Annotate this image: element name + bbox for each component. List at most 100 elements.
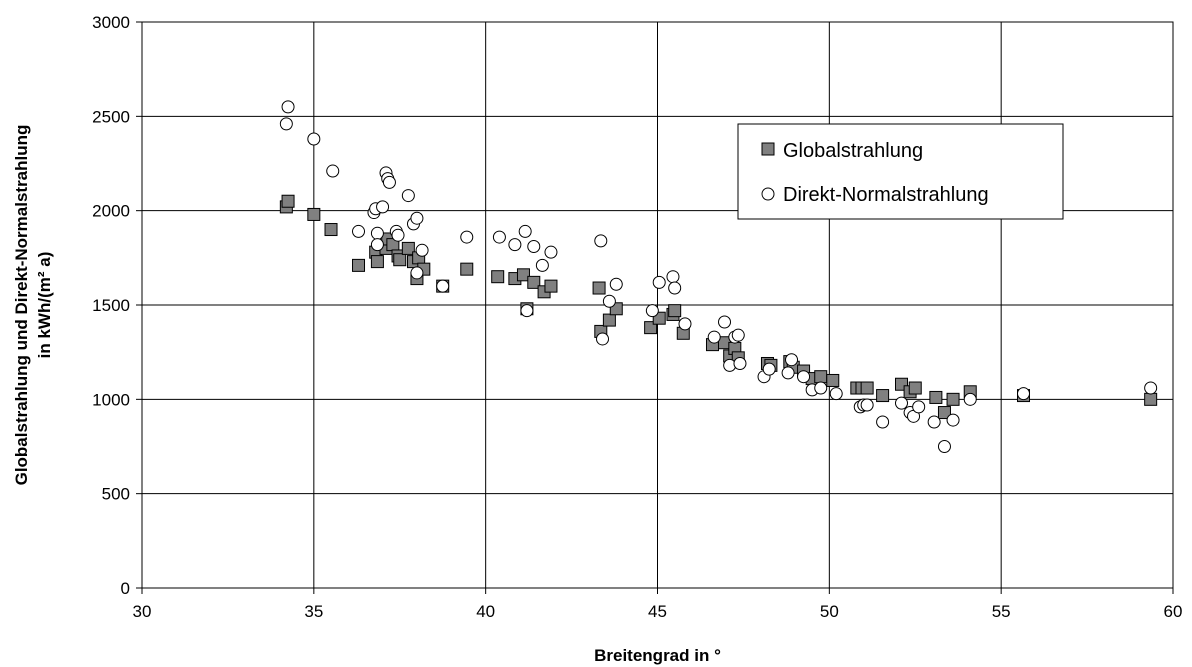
direkt-normalstrahlung-point xyxy=(518,224,532,238)
direkt-normalstrahlung-point xyxy=(652,275,666,289)
direkt-normalstrahlung-point xyxy=(937,440,951,453)
direkt-normalstrahlung-point xyxy=(912,400,926,414)
y-axis-title-line-1: Globalstrahlung und Direkt-Normalstrahlu… xyxy=(12,125,31,486)
globalstrahlung-point xyxy=(544,279,558,293)
globalstrahlung-point xyxy=(352,258,366,272)
y-tick-label: 1500 xyxy=(92,296,130,315)
globalstrahlung-point xyxy=(393,253,407,267)
direkt-normalstrahlung-point xyxy=(1017,387,1031,401)
globalstrahlung-point xyxy=(401,241,415,255)
y-axis-title: Globalstrahlung und Direkt-Normalstrahlu… xyxy=(12,125,54,486)
axis-ticks: 30 35 40 45 50 55 60 0 500 1000 1500 2000 2500 3000 xyxy=(92,13,1182,621)
globalstrahlung-point xyxy=(324,223,338,237)
direkt-normalstrahlung-point xyxy=(645,304,659,318)
direkt-normalstrahlung-point xyxy=(785,353,799,367)
direkt-normalstrahlung-point xyxy=(508,238,522,252)
direkt-normalstrahlung-point xyxy=(376,200,390,214)
direkt-normalstrahlung-point xyxy=(797,370,811,384)
direkt-normalstrahlung-point xyxy=(436,279,450,293)
globalstrahlung-point xyxy=(307,207,321,221)
direkt-normalstrahlung-point xyxy=(410,266,424,280)
direkt-normalstrahlung-point xyxy=(527,240,541,254)
direkt-normalstrahlung-point xyxy=(609,277,623,291)
direkt-normalstrahlung-point xyxy=(718,315,732,329)
direkt-normalstrahlung-point xyxy=(895,396,909,410)
direkt-normalstrahlung-point xyxy=(733,356,747,370)
direkt-normalstrahlung-point xyxy=(814,381,828,395)
direkt-normalstrahlung-point xyxy=(927,415,941,429)
direkt-normalstrahlung-point xyxy=(596,332,610,346)
globalstrahlung-point xyxy=(592,281,606,295)
y-axis-title-line-2: in kWh/(m² a) xyxy=(35,252,54,359)
globalstrahlung-point xyxy=(527,275,541,289)
legend-label-globalstrahlung: Globalstrahlung xyxy=(783,140,923,162)
direkt-normalstrahlung-point xyxy=(946,413,960,427)
direkt-normalstrahlung-point xyxy=(781,366,795,380)
x-axis-title: Breitengrad in ° xyxy=(594,646,721,665)
legend: Globalstrahlung Direkt-Normalstrahlung xyxy=(737,123,1064,220)
direkt-normalstrahlung-point xyxy=(401,189,415,203)
y-tick-label: 2500 xyxy=(92,107,130,126)
globalstrahlung-point xyxy=(826,373,840,387)
data-markers xyxy=(279,100,1158,453)
x-tick-label: 50 xyxy=(820,602,839,621)
globalstrahlung-point xyxy=(1144,392,1158,406)
direkt-normalstrahlung-point xyxy=(731,328,745,342)
direkt-normalstrahlung-point xyxy=(520,304,534,318)
globalstrahlung-point xyxy=(668,304,682,318)
y-tick-label: 500 xyxy=(102,485,130,504)
direkt-normalstrahlung-point xyxy=(876,415,890,429)
x-tick-label: 35 xyxy=(304,602,323,621)
direkt-normalstrahlung-point xyxy=(1144,381,1158,395)
globalstrahlung-point xyxy=(602,313,616,327)
direkt-normalstrahlung-point xyxy=(860,398,874,412)
y-tick-label: 1000 xyxy=(92,390,130,409)
x-tick-label: 55 xyxy=(992,602,1011,621)
y-tick-label: 0 xyxy=(121,579,130,598)
globalstrahlung-point xyxy=(937,406,951,420)
direkt-normalstrahlung-point xyxy=(668,281,682,295)
globalstrahlung-point xyxy=(491,270,505,284)
direkt-normalstrahlung-point xyxy=(963,392,977,406)
direkt-normalstrahlung-point xyxy=(370,238,384,252)
globalstrahlung-point xyxy=(370,255,384,269)
direkt-normalstrahlung-point xyxy=(281,100,295,114)
direkt-normalstrahlung-point xyxy=(602,294,616,308)
direkt-normalstrahlung-point xyxy=(415,243,429,257)
globalstrahlung-point xyxy=(908,381,922,395)
globalstrahlung-point xyxy=(946,392,960,406)
x-tick-label: 45 xyxy=(648,602,667,621)
direkt-normalstrahlung-point xyxy=(535,258,549,272)
x-tick-label: 30 xyxy=(133,602,152,621)
globalstrahlung-point xyxy=(860,381,874,395)
globalstrahlung-point xyxy=(929,390,943,404)
globalstrahlung-point xyxy=(814,370,828,384)
x-tick-label: 60 xyxy=(1164,602,1183,621)
direkt-normalstrahlung-point xyxy=(370,226,384,240)
direkt-normalstrahlung-point xyxy=(460,230,474,244)
direkt-normalstrahlung-point xyxy=(544,245,558,259)
globalstrahlung-point xyxy=(281,194,295,208)
direkt-normalstrahlung-point xyxy=(666,270,680,284)
direkt-normalstrahlung-point xyxy=(352,224,366,238)
legend-box xyxy=(737,123,1064,220)
direkt-normalstrahlung-point xyxy=(326,164,340,178)
direkt-normalstrahlung-point xyxy=(707,330,721,344)
legend-circle-icon xyxy=(761,187,775,201)
legend-label-direkt-normalstrahlung: Direkt-Normalstrahlung xyxy=(783,184,989,206)
globalstrahlung-point xyxy=(516,268,530,282)
x-tick-label: 40 xyxy=(476,602,495,621)
direkt-normalstrahlung-point xyxy=(307,132,321,146)
direkt-normalstrahlung-point xyxy=(594,234,608,248)
legend-square-icon xyxy=(761,142,775,156)
y-tick-label: 3000 xyxy=(92,13,130,32)
direkt-normalstrahlung-point xyxy=(678,317,692,331)
direkt-normalstrahlung-point xyxy=(829,387,843,401)
direkt-normalstrahlung-point xyxy=(279,117,293,131)
direkt-normalstrahlung-point xyxy=(391,228,405,242)
direkt-normalstrahlung-point xyxy=(762,362,776,376)
globalstrahlung-point xyxy=(460,262,474,276)
y-tick-label: 2000 xyxy=(92,202,130,221)
grid-lines xyxy=(142,22,1173,588)
